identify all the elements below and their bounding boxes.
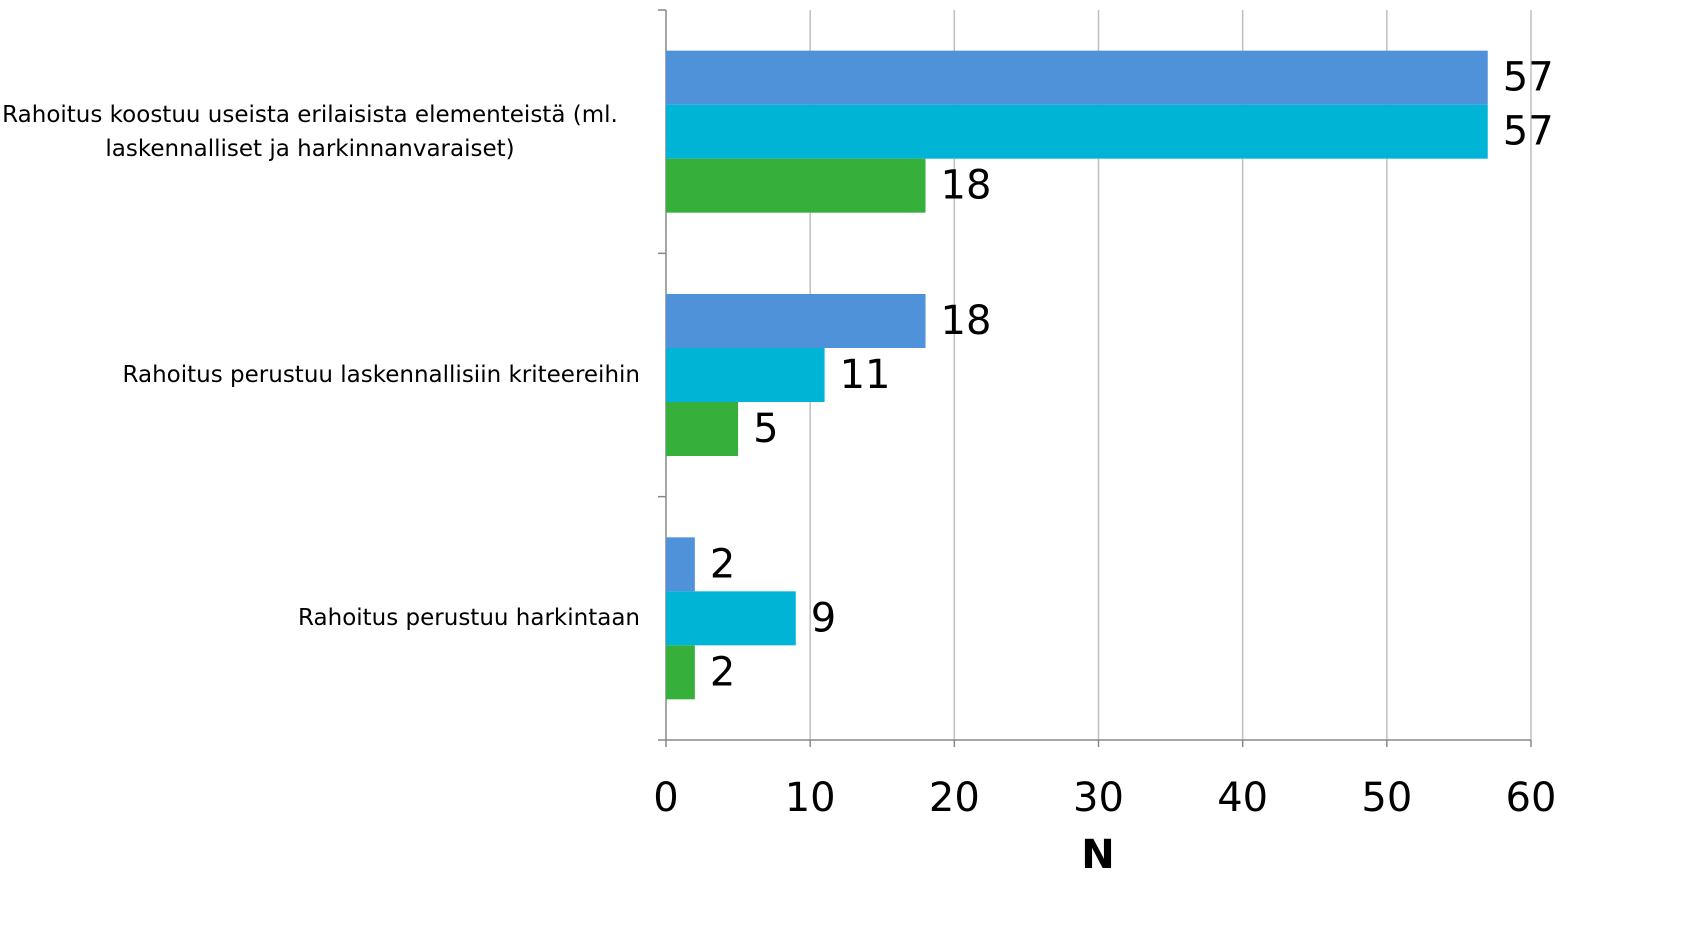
bar — [666, 645, 695, 700]
bar — [666, 158, 926, 213]
x-tick-label: 60 — [1506, 775, 1557, 821]
y-tick-label-box: Rahoitus perustuu laskennallisiin kritee… — [0, 358, 640, 392]
y-tick-label: Rahoitus perustuu laskennallisiin kritee… — [122, 362, 640, 388]
y-tick-label: Rahoitus koostuu useista erilaisista ele… — [2, 101, 618, 162]
bar — [666, 348, 825, 402]
bar — [666, 294, 926, 348]
y-tick-label-box: Rahoitus perustuu harkintaan — [0, 601, 640, 635]
y-tick-label-box: Rahoitus koostuu useista erilaisista ele… — [0, 98, 640, 166]
x-tick-label: 50 — [1361, 775, 1412, 821]
bar — [666, 402, 739, 456]
value-label: 5 — [753, 406, 778, 452]
bar — [666, 537, 695, 592]
value-label: 18 — [941, 163, 992, 209]
x-tick-label: 20 — [929, 775, 980, 821]
x-tick-label: 30 — [1073, 775, 1124, 821]
bar — [666, 591, 796, 646]
value-label: 2 — [710, 541, 735, 587]
value-label: 57 — [1503, 55, 1554, 101]
value-label: 2 — [710, 649, 735, 695]
value-label: 9 — [811, 595, 836, 641]
value-label: 11 — [840, 352, 891, 398]
value-label: 57 — [1503, 109, 1554, 155]
x-tick-label: 0 — [653, 775, 678, 821]
x-tick-label: 10 — [785, 775, 836, 821]
bar — [666, 50, 1488, 105]
bar — [666, 104, 1488, 159]
x-axis-label: N — [1081, 832, 1114, 878]
x-tick-label: 40 — [1217, 775, 1268, 821]
value-label: 18 — [941, 298, 992, 344]
y-tick-label: Rahoitus perustuu harkintaan — [298, 605, 640, 632]
